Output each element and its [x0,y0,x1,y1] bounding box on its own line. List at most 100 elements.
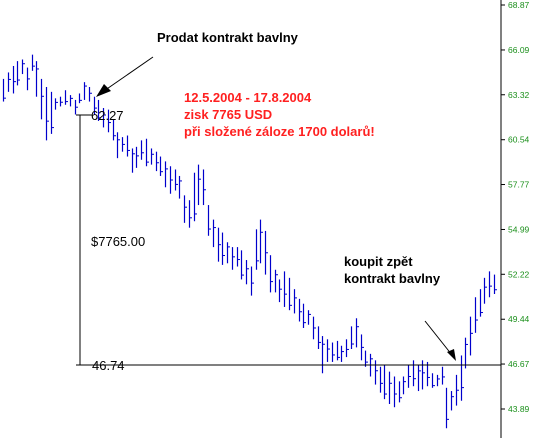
ohlc-bar [398,381,402,403]
ohlc-bar [102,108,106,128]
y-tick-label: 57.77 [508,180,530,190]
ohlc-bar [426,361,430,387]
ohlc-bar [455,374,459,406]
ohlc-bar [317,326,321,349]
ohlc-bar [207,205,211,236]
ohlc-bar [74,99,78,115]
ohlc-bar [388,371,392,404]
ohlc-bar [307,310,311,325]
ohlc-bar [269,255,273,293]
ohlc-bar [131,148,135,173]
ohlc-bar [59,96,63,107]
buy-annotation-line-1: koupit zpět [344,254,413,269]
ohlc-bar [259,219,263,264]
y-tick-label: 49.44 [508,314,530,324]
sell-arrow-head [96,84,111,97]
buy-annotation-line-2: kontrakt bavlny [344,271,441,286]
ohlc-bar [488,271,492,298]
exit-price-label: 46.74 [92,358,125,373]
ohlc-bar [93,96,97,115]
ohlc-bar [283,271,287,307]
ohlc-bar [107,109,111,133]
y-tick-label: 60.54 [508,135,530,145]
ohlc-bar [312,316,316,340]
ohlc-bar [16,61,20,86]
ohlc-bar [302,303,306,328]
ohlc-bar [217,227,221,262]
ohlc-bar [245,260,249,285]
ohlc-bar [174,169,178,191]
y-tick-label: 52.22 [508,269,530,279]
ohlc-bar [212,219,216,248]
ohlc-bar [460,355,464,401]
price-bars [2,54,497,429]
ohlc-bar [278,279,282,303]
ohlc-bar [155,151,159,172]
profit-text: zisk 7765 USD [184,107,272,122]
ohlc-bar [479,289,483,317]
ohlc-bar [483,277,487,304]
ohlc-bar [7,72,11,92]
ohlc-bar [250,266,254,296]
difference-label: $7765.00 [91,234,145,249]
ohlc-bar [202,169,206,206]
ohlc-bar [26,67,30,91]
ohlc-bar [54,98,58,110]
y-tick-label: 54.99 [508,224,530,234]
ohlc-bar [393,376,397,408]
ohlc-bar [236,247,240,267]
ohlc-bar [221,232,225,265]
ohlc-bar [83,82,87,100]
ohlc-bar [40,78,44,120]
buy-arrow-head [447,349,456,361]
ohlc-bar [407,365,411,388]
ohlc-bar [431,373,435,388]
ohlc-bar [402,376,406,395]
ohlc-bar [231,247,235,270]
ohlc-bar [379,366,383,393]
ohlc-bar [345,339,349,358]
sell-arrow-line [100,56,154,94]
ohlc-bar [450,391,454,411]
ohlc-bar [336,340,340,361]
ohlc-bar [21,59,25,75]
ohlc-bar [321,336,325,374]
ohlc-bar [116,132,120,159]
ohlc-bar [69,95,73,107]
ohlc-bar [288,277,292,311]
ohlc-bar [64,90,68,105]
ohlc-bar [50,91,54,134]
y-tick-label: 46.67 [508,359,530,369]
ohlc-bar [159,156,163,176]
ohlc-bar [12,65,16,94]
ohlc-bar [326,339,330,362]
ohlc-bar [126,135,130,157]
ohlc-bar [78,93,82,104]
ohlc-bar [293,289,297,314]
ohlc-bar [331,342,335,362]
ohlc-bar [35,61,39,97]
ohlc-bar [193,172,197,222]
ohlc-bar [493,274,497,295]
ohlc-bar [121,137,125,152]
ohlc-bar [474,297,478,333]
ohlc-bar [350,326,354,349]
ohlc-bar [145,138,149,167]
ohlc-bar [97,99,101,121]
ohlc-bar [164,161,168,188]
ohlc-bar [436,374,440,387]
y-tick-label: 68.87 [508,0,530,10]
ohlc-bar [355,318,359,348]
ohlc-bar [340,345,344,362]
y-axis-ticks: 68.87 66.09 63.32 60.54 57.77 54.99 52.22 49.44… [501,0,530,414]
ohlc-bar [240,250,244,280]
ohlc-bar [374,360,378,385]
y-tick-label: 43.89 [508,404,530,414]
ohlc-bar [45,86,49,141]
ohlc-bar [31,54,35,71]
ohlc-bar [135,146,139,168]
ohlc-bar [140,140,144,160]
ohlc-bar [2,78,6,102]
